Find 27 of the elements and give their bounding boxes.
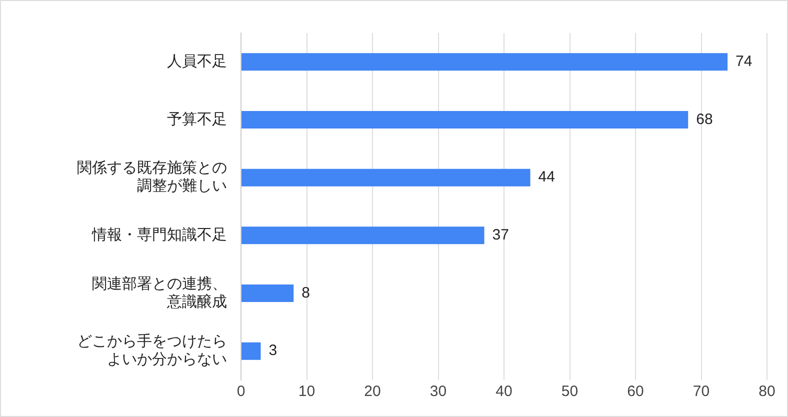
bar [242,111,688,128]
y-tick-label: 情報・専門知識不足 [91,226,227,244]
bar [242,226,484,244]
y-tick-label: 関係する既存施策との調整が難しい [77,160,227,195]
x-tick-label: 80 [758,383,776,400]
data-label: 74 [736,53,752,70]
y-tick-label: どこから手をつけたらよいか分からない [77,333,227,368]
bar [242,53,728,71]
x-tick-label: 0 [236,383,246,400]
y-tick-label: 人員不足 [167,53,227,70]
x-tick-label: 30 [430,383,447,400]
bar [242,284,294,302]
data-label: 8 [302,284,310,302]
x-tick-label: 70 [692,383,710,400]
data-label: 44 [538,168,555,186]
x-tick-label: 40 [496,383,512,400]
bar [242,342,261,360]
data-label: 37 [492,226,509,244]
data-label: 68 [696,110,713,128]
bar [242,168,530,186]
x-tick-label: 20 [364,383,381,400]
data-label: 3 [268,342,278,360]
x-tick-label: 50 [561,383,578,400]
x-tick-label: 60 [627,383,644,400]
y-tick-label: 関連部署との連携、意識醸成 [92,275,227,310]
y-tick-label: 予算不足 [167,110,227,128]
x-tick-label: 10 [298,383,316,400]
